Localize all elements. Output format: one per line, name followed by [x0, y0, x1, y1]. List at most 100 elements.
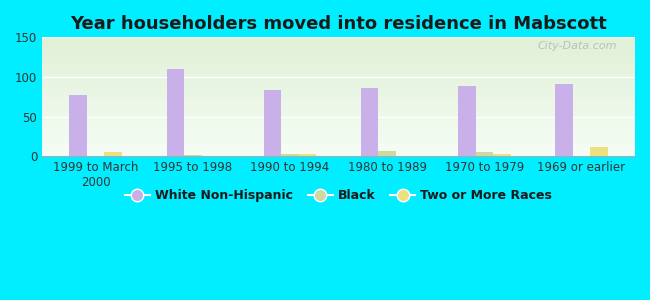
Bar	[42, 55, 635, 56]
Bar	[70, 95, 87, 156]
Bar	[42, 124, 635, 125]
Bar	[378, 151, 396, 156]
Bar	[42, 84, 635, 85]
Bar	[42, 60, 635, 61]
Bar	[281, 154, 299, 156]
Bar	[42, 47, 635, 48]
Bar	[42, 140, 635, 141]
Bar	[42, 118, 635, 119]
Bar	[42, 78, 635, 79]
Bar	[42, 90, 635, 91]
Bar	[42, 44, 635, 46]
Bar	[42, 97, 635, 98]
Bar	[42, 117, 635, 118]
Bar	[42, 49, 635, 50]
Bar	[42, 53, 635, 54]
Bar	[42, 131, 635, 133]
Bar	[42, 116, 635, 117]
Bar	[476, 152, 493, 156]
Bar	[42, 145, 635, 146]
Bar	[42, 40, 635, 41]
Bar	[42, 61, 635, 62]
Bar	[299, 154, 316, 156]
Bar	[42, 152, 635, 153]
Bar	[42, 99, 635, 101]
Bar	[42, 50, 635, 52]
Bar	[42, 56, 635, 58]
Bar	[42, 66, 635, 67]
Bar	[42, 111, 635, 112]
Bar	[42, 86, 635, 87]
Bar	[42, 64, 635, 65]
Bar	[42, 147, 635, 148]
Bar	[42, 103, 635, 104]
Bar	[42, 137, 635, 139]
Bar	[42, 76, 635, 78]
Bar	[42, 108, 635, 109]
Bar	[42, 106, 635, 108]
Text: City-Data.com: City-Data.com	[538, 41, 618, 51]
Bar	[361, 88, 378, 156]
Bar	[42, 85, 635, 86]
Bar	[42, 87, 635, 88]
Bar	[42, 142, 635, 143]
Bar	[42, 143, 635, 145]
Bar	[42, 93, 635, 94]
Bar	[42, 92, 635, 93]
Bar	[42, 112, 635, 113]
Bar	[42, 37, 635, 38]
Bar	[42, 122, 635, 123]
Bar	[42, 71, 635, 72]
Bar	[42, 54, 635, 55]
Bar	[42, 154, 635, 155]
Bar	[42, 75, 635, 76]
Bar	[42, 52, 635, 53]
Bar	[42, 109, 635, 110]
Bar	[42, 70, 635, 71]
Bar	[42, 129, 635, 130]
Bar	[42, 73, 635, 74]
Bar	[42, 74, 635, 75]
Bar	[42, 96, 635, 97]
Bar	[42, 82, 635, 84]
Bar	[42, 72, 635, 73]
Bar	[42, 88, 635, 90]
Legend: White Non-Hispanic, Black, Two or More Races: White Non-Hispanic, Black, Two or More R…	[120, 184, 557, 207]
Bar	[42, 127, 635, 128]
Bar	[42, 94, 635, 96]
Bar	[42, 42, 635, 43]
Bar	[458, 86, 476, 156]
Bar	[493, 154, 511, 156]
Bar	[42, 104, 635, 105]
Bar	[42, 67, 635, 68]
Bar	[42, 139, 635, 140]
Title: Year householders moved into residence in Mabscott: Year householders moved into residence i…	[70, 15, 607, 33]
Bar	[42, 81, 635, 83]
Bar	[42, 43, 635, 44]
Bar	[42, 80, 635, 81]
Bar	[42, 148, 635, 149]
Bar	[555, 84, 573, 156]
Bar	[42, 41, 635, 42]
Bar	[42, 119, 635, 121]
Bar	[42, 123, 635, 124]
Bar	[42, 62, 635, 64]
Bar	[42, 59, 635, 60]
Bar	[590, 147, 608, 156]
Bar	[42, 141, 635, 142]
Bar	[264, 90, 281, 156]
Bar	[42, 102, 635, 103]
Bar	[42, 149, 635, 150]
Bar	[42, 130, 635, 131]
Bar	[42, 150, 635, 152]
Bar	[42, 136, 635, 137]
Bar	[166, 69, 184, 156]
Bar	[42, 153, 635, 154]
Bar	[42, 58, 635, 59]
Bar	[42, 113, 635, 115]
Bar	[42, 68, 635, 70]
Bar	[42, 135, 635, 136]
Bar	[42, 121, 635, 122]
Bar	[42, 134, 635, 135]
Bar	[42, 48, 635, 49]
